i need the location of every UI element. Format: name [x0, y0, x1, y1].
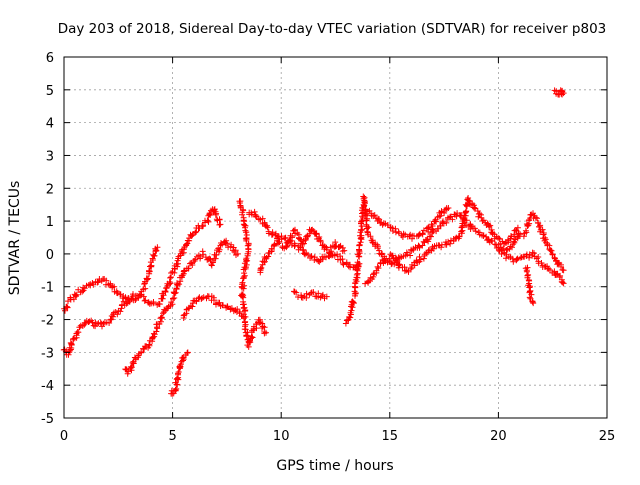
series-markers: [362, 195, 521, 287]
series-trace-d: [168, 349, 191, 397]
series-layer: [60, 87, 567, 397]
tick-layer: 0 5 10 15 20 25 -5 -4 -3 -2 -1 0 1 2 3 4 5 6: [41, 51, 615, 444]
series-markers: [495, 246, 567, 287]
series-markers: [60, 206, 224, 358]
y-tick-label: -1: [41, 281, 54, 296]
y-tick-label: 0: [46, 248, 54, 263]
y-tick-label: 1: [46, 215, 54, 230]
series-trace-p: [551, 87, 567, 98]
x-axis-title: GPS time / hours: [276, 458, 393, 474]
y-tick-label: -2: [41, 314, 54, 329]
series-trace-l: [362, 195, 521, 287]
series-markers: [342, 193, 524, 327]
y-tick-label: -4: [41, 379, 54, 394]
chart-title: Day 203 of 2018, Sidereal Day-to-day VTE…: [58, 21, 607, 37]
series-markers: [246, 208, 363, 271]
series-trace-i: [291, 288, 330, 302]
plot-frame: [63, 56, 608, 419]
grid-layer: [64, 57, 607, 418]
y-tick-label: 5: [46, 84, 54, 99]
series-markers: [291, 288, 330, 302]
y-axis-title: SDTVAR / TECUs: [7, 181, 23, 296]
series-trace-b: [60, 206, 224, 358]
x-tick-label: 5: [168, 429, 176, 444]
y-tick-label: 6: [46, 51, 54, 66]
x-tick-label: 25: [599, 429, 616, 444]
series-trace-k: [364, 205, 452, 242]
y-tick-label: -5: [41, 412, 54, 427]
series-markers: [364, 205, 452, 242]
series-trace-j: [342, 193, 524, 327]
x-tick-label: 0: [60, 429, 68, 444]
series-trace-g: [246, 208, 363, 271]
series-markers: [122, 237, 241, 377]
x-tick-label: 20: [490, 429, 507, 444]
x-tick-label: 15: [382, 429, 399, 444]
series-trace-e: [180, 293, 246, 321]
series-markers: [180, 293, 246, 321]
series-trace-n: [495, 246, 567, 287]
y-tick-label: -3: [41, 346, 54, 361]
series-trace-m: [520, 210, 567, 274]
y-tick-label: 4: [46, 117, 54, 132]
y-tick-label: 2: [46, 182, 54, 197]
x-tick-label: 10: [273, 429, 290, 444]
series-markers: [522, 264, 537, 307]
series-markers: [257, 226, 348, 276]
series-markers: [236, 198, 269, 350]
series-trace-h: [257, 226, 348, 276]
series-markers: [168, 349, 191, 397]
series-markers: [520, 210, 567, 274]
series-trace-o: [522, 264, 537, 307]
y-tick-label: 3: [46, 149, 54, 164]
series-trace-c: [122, 237, 241, 377]
series-markers: [551, 87, 567, 98]
series-trace-f: [236, 198, 269, 350]
